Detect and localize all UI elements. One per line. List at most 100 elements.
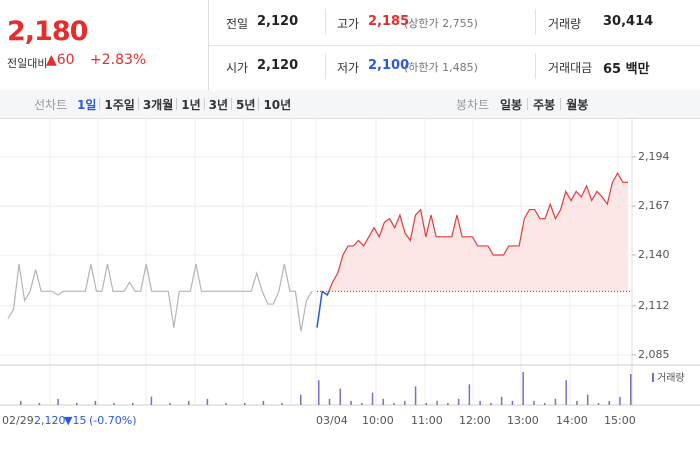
y-tick-label: 2,194 xyxy=(638,150,670,163)
volume-bar xyxy=(57,398,59,405)
legend-label: 거래량 xyxy=(657,372,685,384)
prev-line xyxy=(7,263,313,332)
volume-bar xyxy=(393,402,395,405)
change-pct: +2.83% xyxy=(90,52,147,68)
volume-bar xyxy=(339,388,342,405)
period-tab[interactable]: 3개월 xyxy=(142,98,174,112)
volume-bar xyxy=(382,398,385,405)
volume-bar xyxy=(94,400,97,405)
volume-bar xyxy=(576,400,578,405)
volume-bar xyxy=(244,402,246,405)
volume-bar xyxy=(522,372,524,405)
stat-label: 거래대금 xyxy=(548,61,593,75)
volume-bar xyxy=(350,400,352,405)
footer-date: 02/29 xyxy=(2,414,34,427)
volume-bar xyxy=(586,394,589,405)
volume-bar xyxy=(318,380,320,405)
chart: 2,085 2,112 2,140 2,167 2,194 거래량 03/04 10:00 11… xyxy=(0,118,700,427)
footer-change: ▼15 xyxy=(64,414,86,427)
tab-bar: 선차트 1일 1주일 3개월 1년 3년 5년 10년 봉차트 일봉 주봉 월봉 xyxy=(0,90,700,119)
volume-bar xyxy=(500,396,503,405)
y-tick-label: 2,085 xyxy=(638,348,670,361)
volume-bar xyxy=(20,400,22,405)
x-tick-label: 13:00 xyxy=(507,414,539,427)
volume-bar xyxy=(328,398,331,405)
volume-bar xyxy=(436,400,438,405)
stat-value: 2,120 xyxy=(257,58,299,73)
x-tick-label: 14:00 xyxy=(556,414,588,427)
period-tab[interactable]: 1주일 xyxy=(104,98,135,112)
separator xyxy=(535,9,536,35)
volume-bar xyxy=(565,380,567,405)
volume-bar xyxy=(630,374,632,405)
volume-bar xyxy=(169,402,171,405)
y-tick-label: 2,112 xyxy=(638,299,670,312)
period-tab[interactable]: 3년 xyxy=(208,98,229,112)
separator xyxy=(535,53,536,79)
separator xyxy=(527,98,529,110)
period-tab[interactable]: 5년 xyxy=(236,98,256,112)
volume-bar xyxy=(468,384,471,405)
price-box xyxy=(0,0,209,90)
volume-bar xyxy=(132,402,134,405)
stat-label: 저가 xyxy=(337,61,360,75)
quote-panel: 2,180 전일대비 ▲60 +2.83% 전일 2,120 고가 2,185 (상한가… xyxy=(0,0,700,91)
volume-bar xyxy=(262,400,265,405)
volume-bar xyxy=(414,386,417,405)
stat-value: 2,185 xyxy=(368,14,410,29)
volume-bar xyxy=(608,400,610,405)
stat-label: 고가 xyxy=(337,17,360,31)
separator xyxy=(231,98,233,110)
volume-bar xyxy=(188,400,190,405)
candle-tab[interactable]: 주봉 xyxy=(533,98,556,112)
separator xyxy=(203,98,205,110)
period-tab[interactable]: 10년 xyxy=(263,98,292,112)
change: ▲60 xyxy=(46,52,75,68)
separator xyxy=(560,98,562,110)
y-tick-label: 2,140 xyxy=(638,248,670,261)
stat-label: 시가 xyxy=(226,61,249,75)
x-tick-label: 03/04 xyxy=(316,414,348,427)
volume-bar xyxy=(361,402,363,405)
candle-tab[interactable]: 월봉 xyxy=(566,98,589,112)
x-tick-label: 11:00 xyxy=(411,414,443,427)
stat-value: 2,120 xyxy=(257,14,299,29)
x-tick-label: 15:00 xyxy=(604,414,636,427)
volume-bar xyxy=(404,400,406,405)
y-tick-label: 2,167 xyxy=(638,199,670,212)
volume-bar xyxy=(371,392,374,405)
separator xyxy=(176,98,178,110)
stat-label: 전일 xyxy=(226,17,249,31)
footer-close: 2,120 xyxy=(34,414,66,427)
stat-label: 거래량 xyxy=(548,17,582,31)
period-tab[interactable]: 1년 xyxy=(181,98,201,112)
volume-bar xyxy=(533,400,535,405)
stat-note: (상한가 2,755) xyxy=(404,17,478,30)
stat-note: (하한가 1,485) xyxy=(404,61,478,74)
stat-value: 65 백만 xyxy=(603,62,650,77)
volume-bar xyxy=(300,394,302,405)
stat-value: 30,414 xyxy=(603,14,654,29)
volume-bar xyxy=(554,398,557,405)
tab-group-label[interactable]: 선차트 xyxy=(34,98,68,112)
volume-bar xyxy=(225,402,227,405)
separator xyxy=(325,9,326,35)
tab-group-label[interactable]: 봉차트 xyxy=(456,98,490,112)
volume-bar xyxy=(479,400,481,405)
separator xyxy=(325,53,326,79)
volume-bar xyxy=(113,402,115,405)
volume-bar xyxy=(490,402,492,405)
candle-tab[interactable]: 일봉 xyxy=(500,98,523,112)
period-tab[interactable]: 1일 xyxy=(77,98,97,112)
volume-bar xyxy=(150,396,153,405)
footer-pct: (-0.70%) xyxy=(89,414,137,427)
volume-bar xyxy=(425,402,428,405)
divider xyxy=(209,45,700,46)
legend-swatch xyxy=(652,373,654,382)
x-tick-label: 12:00 xyxy=(459,414,491,427)
separator xyxy=(258,98,260,110)
volume-bar xyxy=(511,400,514,405)
x-tick-label: 10:00 xyxy=(362,414,394,427)
separator xyxy=(137,98,139,110)
